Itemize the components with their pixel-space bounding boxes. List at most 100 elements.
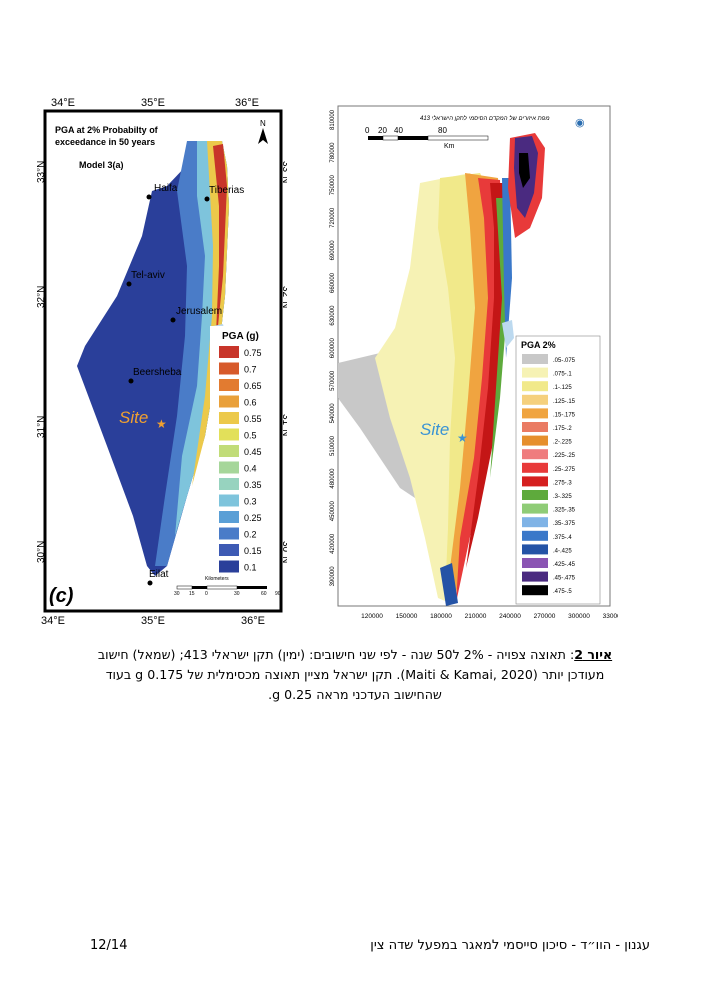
right-y-tick: 450000 bbox=[330, 501, 336, 522]
left-legend-title: PGA (g) bbox=[222, 331, 259, 342]
right-legend-swatch bbox=[522, 503, 548, 514]
right-legend-swatch bbox=[522, 449, 548, 460]
bottom-tick-34: 34°E bbox=[41, 615, 65, 626]
right-scale-tick-2: 40 bbox=[394, 126, 403, 135]
right-legend-label: .175-.2 bbox=[553, 426, 572, 432]
r-dead-sea bbox=[502, 320, 514, 348]
left-legend-swatch bbox=[219, 478, 239, 490]
right-scale-unit: Km bbox=[444, 143, 455, 150]
right-pga-map: 810000 780000 750000 720000 690000 660000 6300… bbox=[330, 105, 618, 620]
right-legend-label: .125-.15 bbox=[553, 399, 576, 405]
right-x-tick: 330000 bbox=[603, 613, 618, 620]
right-legend-label: .3-.325 bbox=[553, 494, 572, 500]
caption-label: איור 2 bbox=[574, 647, 613, 662]
city-dot-tiberias bbox=[204, 196, 210, 202]
city-haifa: Haifa bbox=[154, 183, 178, 194]
city-dot-telaviv bbox=[126, 281, 132, 287]
bottom-tick-36: 36°E bbox=[241, 615, 265, 626]
left-legend-swatch bbox=[219, 527, 239, 540]
caption-line-1: איור 2: תאוצה צפויה - 2% ל50 שנה - לפי ש… bbox=[60, 645, 650, 665]
left-legend-label: 0.6 bbox=[244, 398, 257, 408]
right-y-tick: 750000 bbox=[330, 175, 336, 196]
lat-tick-32-left: 32°N bbox=[37, 286, 47, 308]
right-legend-swatch bbox=[522, 354, 548, 364]
right-legend-swatch bbox=[522, 476, 548, 487]
right-legend-label: .45-.475 bbox=[553, 576, 576, 582]
lat-tick-32-right: 32°N bbox=[280, 286, 287, 308]
city-jerusalem: Jerusalem bbox=[176, 306, 222, 317]
left-legend-label: 0.4 bbox=[244, 464, 257, 474]
left-legend-swatch bbox=[219, 445, 239, 457]
page-footer: 12/14 עגנון - הוו״ד - סיכון סייסמי למאגר… bbox=[90, 938, 650, 958]
left-legend-swatch bbox=[219, 544, 239, 556]
logo-icon: ◉ bbox=[575, 117, 585, 129]
right-y-tick: 510000 bbox=[330, 435, 336, 456]
right-scale-bar bbox=[368, 135, 489, 141]
left-legend-swatch bbox=[219, 560, 239, 573]
right-legend-swatch bbox=[522, 517, 548, 528]
r-zone-darkred bbox=[466, 183, 506, 568]
right-y-tick: 780000 bbox=[330, 142, 336, 163]
left-scale-tick-2: 0 bbox=[205, 591, 208, 597]
left-legend-label: 0.45 bbox=[244, 447, 262, 457]
right-legend-swatch bbox=[522, 394, 548, 405]
right-legend-title: PGA 2% bbox=[521, 340, 556, 350]
city-beersheba: Beersheba bbox=[133, 367, 182, 378]
right-legend-label: .425-.45 bbox=[553, 562, 576, 568]
left-legend-swatch bbox=[219, 362, 239, 375]
left-legend-label: 0.3 bbox=[244, 497, 257, 507]
left-scale-bar bbox=[176, 585, 267, 590]
left-map-title-1: PGA at 2% Probabilty of bbox=[55, 125, 159, 135]
lat-tick-31-right: 31°N bbox=[280, 414, 287, 436]
right-x-tick: 300000 bbox=[568, 613, 590, 620]
left-legend-label: 0.55 bbox=[244, 414, 262, 424]
lat-tick-30-left: 30°N bbox=[37, 541, 47, 563]
lat-tick-30-right: 30°N bbox=[280, 541, 287, 563]
site-star-icon-left: ★ bbox=[156, 417, 167, 431]
right-y-tick: 630000 bbox=[330, 305, 336, 326]
right-y-tick: 660000 bbox=[330, 272, 336, 293]
right-x-ticks: 120000 150000 180000 210000 240000 270000 3000… bbox=[361, 613, 618, 620]
right-y-tick: 690000 bbox=[330, 240, 336, 261]
r-zone-green bbox=[490, 198, 508, 478]
left-legend-swatch bbox=[219, 461, 239, 474]
right-legend-label: .35-.375 bbox=[553, 521, 576, 527]
top-tick-34: 34°E bbox=[51, 97, 75, 109]
left-scale-tick-1: 15 bbox=[189, 591, 195, 597]
r-zone-south-blue bbox=[440, 563, 458, 606]
left-legend-swatch bbox=[219, 346, 239, 358]
right-legend-label: .2-.225 bbox=[553, 440, 572, 446]
left-legend-label: 0.35 bbox=[244, 480, 262, 490]
right-y-ticks: 810000 780000 750000 720000 690000 660000 6300… bbox=[330, 109, 336, 586]
lat-tick-31-left: 31°N bbox=[37, 416, 47, 438]
page-number: 12/14 bbox=[90, 938, 128, 953]
left-scale-tick-3: 30 bbox=[234, 591, 240, 597]
left-legend-label: 0.75 bbox=[244, 348, 262, 358]
lat-tick-33-left: 33°N bbox=[37, 161, 47, 183]
right-legend-label: .375-.4 bbox=[553, 535, 572, 541]
left-legend-swatch bbox=[219, 511, 239, 523]
right-legend-label: .25-.275 bbox=[553, 467, 576, 473]
right-legend-label: .075-.1 bbox=[553, 372, 572, 378]
r-zone-red bbox=[456, 178, 504, 603]
right-y-tick: 390000 bbox=[330, 566, 336, 587]
bottom-tick-35: 35°E bbox=[141, 615, 165, 626]
left-scale-tick-4: 60 bbox=[261, 591, 267, 597]
left-scale-tick-0: 30 bbox=[174, 591, 180, 597]
right-map-header: מפת איזורים של המקדם הסיסמי לתקן הישראלי… bbox=[420, 114, 550, 122]
right-legend-swatch bbox=[522, 381, 548, 392]
right-legend-label: .225-.25 bbox=[553, 453, 576, 459]
right-x-tick: 210000 bbox=[465, 613, 487, 620]
right-legend-label: .4-.425 bbox=[553, 548, 572, 554]
city-dot-eilat bbox=[147, 580, 153, 586]
right-y-tick: 420000 bbox=[330, 533, 336, 554]
right-legend-swatch bbox=[522, 408, 548, 419]
figure-caption: איור 2: תאוצה צפויה - 2% ל50 שנה - לפי ש… bbox=[60, 645, 650, 705]
right-legend-swatch bbox=[522, 585, 548, 596]
zone-peak bbox=[213, 144, 227, 356]
site-star-icon-right: ★ bbox=[457, 431, 468, 445]
site-label-left: Site bbox=[119, 408, 148, 427]
right-y-tick: 600000 bbox=[330, 338, 336, 359]
city-tiberias: Tiberias bbox=[209, 185, 244, 196]
right-legend-label: .275-.3 bbox=[553, 480, 572, 486]
